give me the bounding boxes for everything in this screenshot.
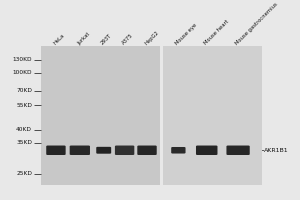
Text: AKR1B1: AKR1B1 bbox=[264, 148, 289, 153]
Bar bbox=[164, 46, 262, 185]
FancyBboxPatch shape bbox=[226, 146, 250, 155]
Text: 130KD: 130KD bbox=[13, 57, 32, 62]
FancyBboxPatch shape bbox=[171, 147, 185, 154]
Text: 100KD: 100KD bbox=[13, 70, 32, 75]
Text: 55KD: 55KD bbox=[16, 103, 32, 108]
Text: 40KD: 40KD bbox=[16, 127, 32, 132]
Text: 35KD: 35KD bbox=[16, 140, 32, 145]
Text: 25KD: 25KD bbox=[16, 171, 32, 176]
Bar bbox=[41, 46, 160, 185]
FancyBboxPatch shape bbox=[46, 146, 66, 155]
Text: Mouse eye: Mouse eye bbox=[175, 22, 198, 46]
Text: HeLa: HeLa bbox=[52, 33, 65, 46]
FancyBboxPatch shape bbox=[96, 147, 111, 154]
Text: Mouse gastrocnemius: Mouse gastrocnemius bbox=[235, 1, 279, 46]
Text: A375: A375 bbox=[121, 32, 134, 46]
FancyBboxPatch shape bbox=[196, 146, 218, 155]
Text: 70KD: 70KD bbox=[16, 88, 32, 93]
Text: Mouse heart: Mouse heart bbox=[203, 19, 230, 46]
Text: HepG2: HepG2 bbox=[143, 29, 160, 46]
Text: 293T: 293T bbox=[100, 33, 113, 46]
FancyBboxPatch shape bbox=[115, 146, 134, 155]
FancyBboxPatch shape bbox=[137, 146, 157, 155]
Text: Jurkat: Jurkat bbox=[76, 31, 91, 46]
FancyBboxPatch shape bbox=[70, 146, 90, 155]
